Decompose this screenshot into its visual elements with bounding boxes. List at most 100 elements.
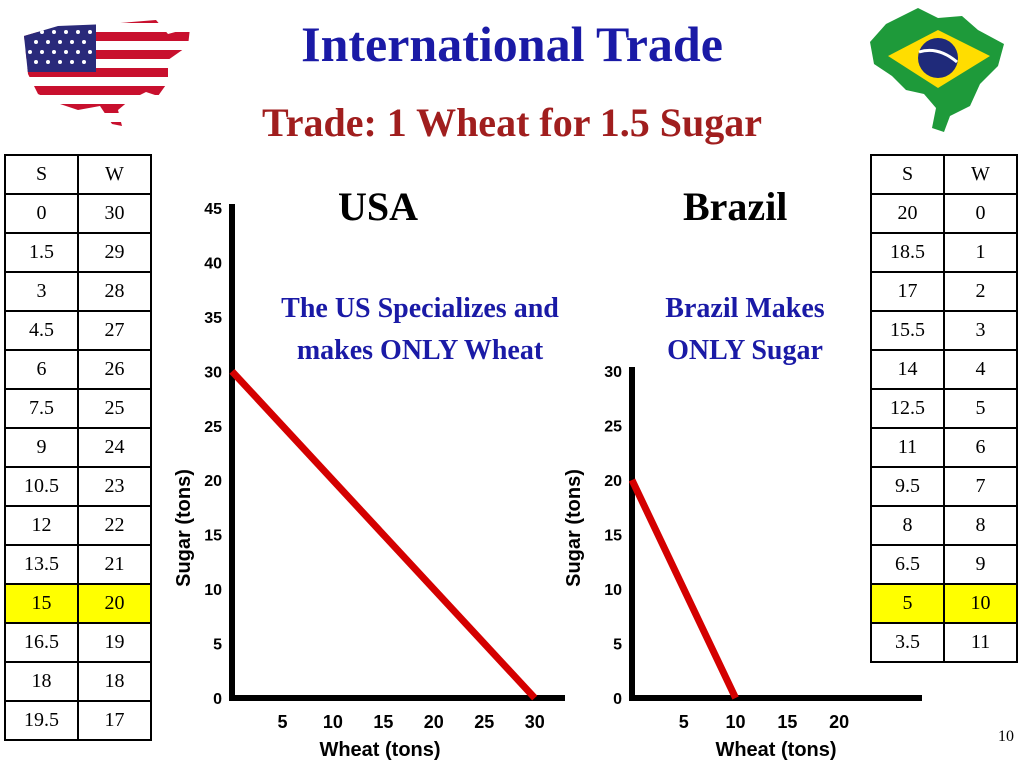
sugar-cell: 16.5 <box>4 622 79 663</box>
sugar-cell: 6.5 <box>870 544 945 585</box>
wheat-cell: 24 <box>77 427 152 468</box>
table-row: 16.5 19 <box>4 622 152 663</box>
ppf-line <box>628 478 739 700</box>
y-tick-label: 45 <box>204 201 222 218</box>
sugar-cell: 14 <box>870 349 945 390</box>
table-row: 3 28 <box>4 271 152 312</box>
wheat-cell: 1 <box>943 232 1018 273</box>
wheat-cell: 28 <box>77 271 152 312</box>
header-sugar: S <box>4 154 79 195</box>
y-tick-label: 10 <box>204 582 222 599</box>
y-tick-label: 30 <box>604 364 622 381</box>
y-tick-label: 10 <box>604 582 622 599</box>
ppf-line <box>229 368 538 701</box>
brazil-specialization-note: Brazil Makes ONLY Sugar <box>640 288 850 372</box>
wheat-cell: 8 <box>943 505 1018 546</box>
wheat-cell: 11 <box>943 622 1018 663</box>
table-row: 18.5 1 <box>870 232 1018 273</box>
x-tick-label: 30 <box>525 712 545 732</box>
y-tick-label: 5 <box>613 637 622 654</box>
x-tick-label: 10 <box>726 712 746 732</box>
wheat-cell: 4 <box>943 349 1018 390</box>
usa-flag-icon <box>18 14 196 132</box>
sugar-cell: 11 <box>870 427 945 468</box>
wheat-cell: 23 <box>77 466 152 507</box>
table-row: 4.5 27 <box>4 310 152 351</box>
wheat-cell: 22 <box>77 505 152 546</box>
table-row: 10.5 23 <box>4 466 152 507</box>
brazil-note-line1: Brazil Makes <box>665 293 825 324</box>
y-tick-label: 0 <box>613 691 622 708</box>
wheat-cell: 9 <box>943 544 1018 585</box>
brazil-note-line2: ONLY Sugar <box>667 335 823 366</box>
x-tick-label: 15 <box>373 712 393 732</box>
sugar-cell: 10.5 <box>4 466 79 507</box>
table-row: 12 22 <box>4 505 152 546</box>
y-tick-label: 35 <box>204 310 222 327</box>
table-row: 15 20 <box>4 583 152 624</box>
sugar-cell: 15 <box>4 583 79 624</box>
brazil-production-table: S W 20 0 18.5 1 17 2 15.5 3 14 4 12.5 5 11 6 9.5 7 8 8 6.5… <box>870 154 1018 663</box>
wheat-cell: 2 <box>943 271 1018 312</box>
table-row: 12.5 5 <box>870 388 1018 429</box>
x-axis-label: Wheat (tons) <box>715 739 836 761</box>
sugar-cell: 0 <box>4 193 79 234</box>
sugar-cell: 1.5 <box>4 232 79 273</box>
usa-note-line2: makes ONLY Wheat <box>296 335 544 366</box>
sugar-cell: 13.5 <box>4 544 79 585</box>
wheat-cell: 10 <box>943 583 1018 624</box>
table-row: 15.5 3 <box>870 310 1018 351</box>
table-row: 17 2 <box>870 271 1018 312</box>
header-sugar: S <box>870 154 945 195</box>
sugar-cell: 18.5 <box>870 232 945 273</box>
usa-specialization-note: The US Specializes and makes ONLY Wheat <box>246 288 594 372</box>
table-row: 6 26 <box>4 349 152 390</box>
sugar-cell: 4.5 <box>4 310 79 351</box>
usa-production-table: S W 0 30 1.5 29 3 28 4.5 27 6 26 7.5 25 9 24 10.5 23 12 2… <box>4 154 152 741</box>
sugar-cell: 5 <box>870 583 945 624</box>
wheat-cell: 30 <box>77 193 152 234</box>
table-row: 18 18 <box>4 661 152 702</box>
table-row: 11 6 <box>870 427 1018 468</box>
x-tick-label: 25 <box>474 712 494 732</box>
table-row: 3.5 11 <box>870 622 1018 663</box>
usa-note-line1: The US Specializes and <box>281 293 559 324</box>
sugar-cell: 7.5 <box>4 388 79 429</box>
sugar-cell: 9.5 <box>870 466 945 507</box>
usa-ppf-chart: 0 5 10 15 20 25 30 35 40 45 5 10 15 20 25 30 Wheat (tons… <box>173 201 565 761</box>
sugar-cell: 3 <box>4 271 79 312</box>
table-row: 14 4 <box>870 349 1018 390</box>
y-tick-label: 15 <box>604 528 622 545</box>
sugar-cell: 12.5 <box>870 388 945 429</box>
x-tick-label: 5 <box>277 712 287 732</box>
header-wheat: W <box>943 154 1018 195</box>
brazil-panel-title: Brazil <box>683 184 788 229</box>
x-axis-label: Wheat (tons) <box>319 739 440 761</box>
y-tick-label: 20 <box>204 473 222 490</box>
wheat-cell: 7 <box>943 466 1018 507</box>
y-tick-label: 25 <box>604 419 622 436</box>
y-tick-label: 40 <box>204 255 222 272</box>
table-row: 20 0 <box>870 193 1018 234</box>
slide-title: International Trade <box>301 16 723 72</box>
table-row: 9.5 7 <box>870 466 1018 507</box>
table-row: 7.5 25 <box>4 388 152 429</box>
y-tick-label: 30 <box>204 364 222 381</box>
brazil-ppf-chart: 0 5 10 15 20 25 30 5 10 15 20 Wheat (tons) Sugar (to… <box>563 364 922 761</box>
wheat-cell: 19 <box>77 622 152 663</box>
table-header-row: S W <box>4 154 152 195</box>
slide-number: 10 <box>998 728 1014 745</box>
usa-panel-title: USA <box>338 184 419 229</box>
table-row: 13.5 21 <box>4 544 152 585</box>
table-row: 9 24 <box>4 427 152 468</box>
x-tick-label: 5 <box>679 712 689 732</box>
sugar-cell: 20 <box>870 193 945 234</box>
y-tick-label: 20 <box>604 473 622 490</box>
wheat-cell: 29 <box>77 232 152 273</box>
wheat-cell: 25 <box>77 388 152 429</box>
wheat-cell: 21 <box>77 544 152 585</box>
table-header-row: S W <box>870 154 1018 195</box>
sugar-cell: 19.5 <box>4 700 79 741</box>
wheat-cell: 5 <box>943 388 1018 429</box>
